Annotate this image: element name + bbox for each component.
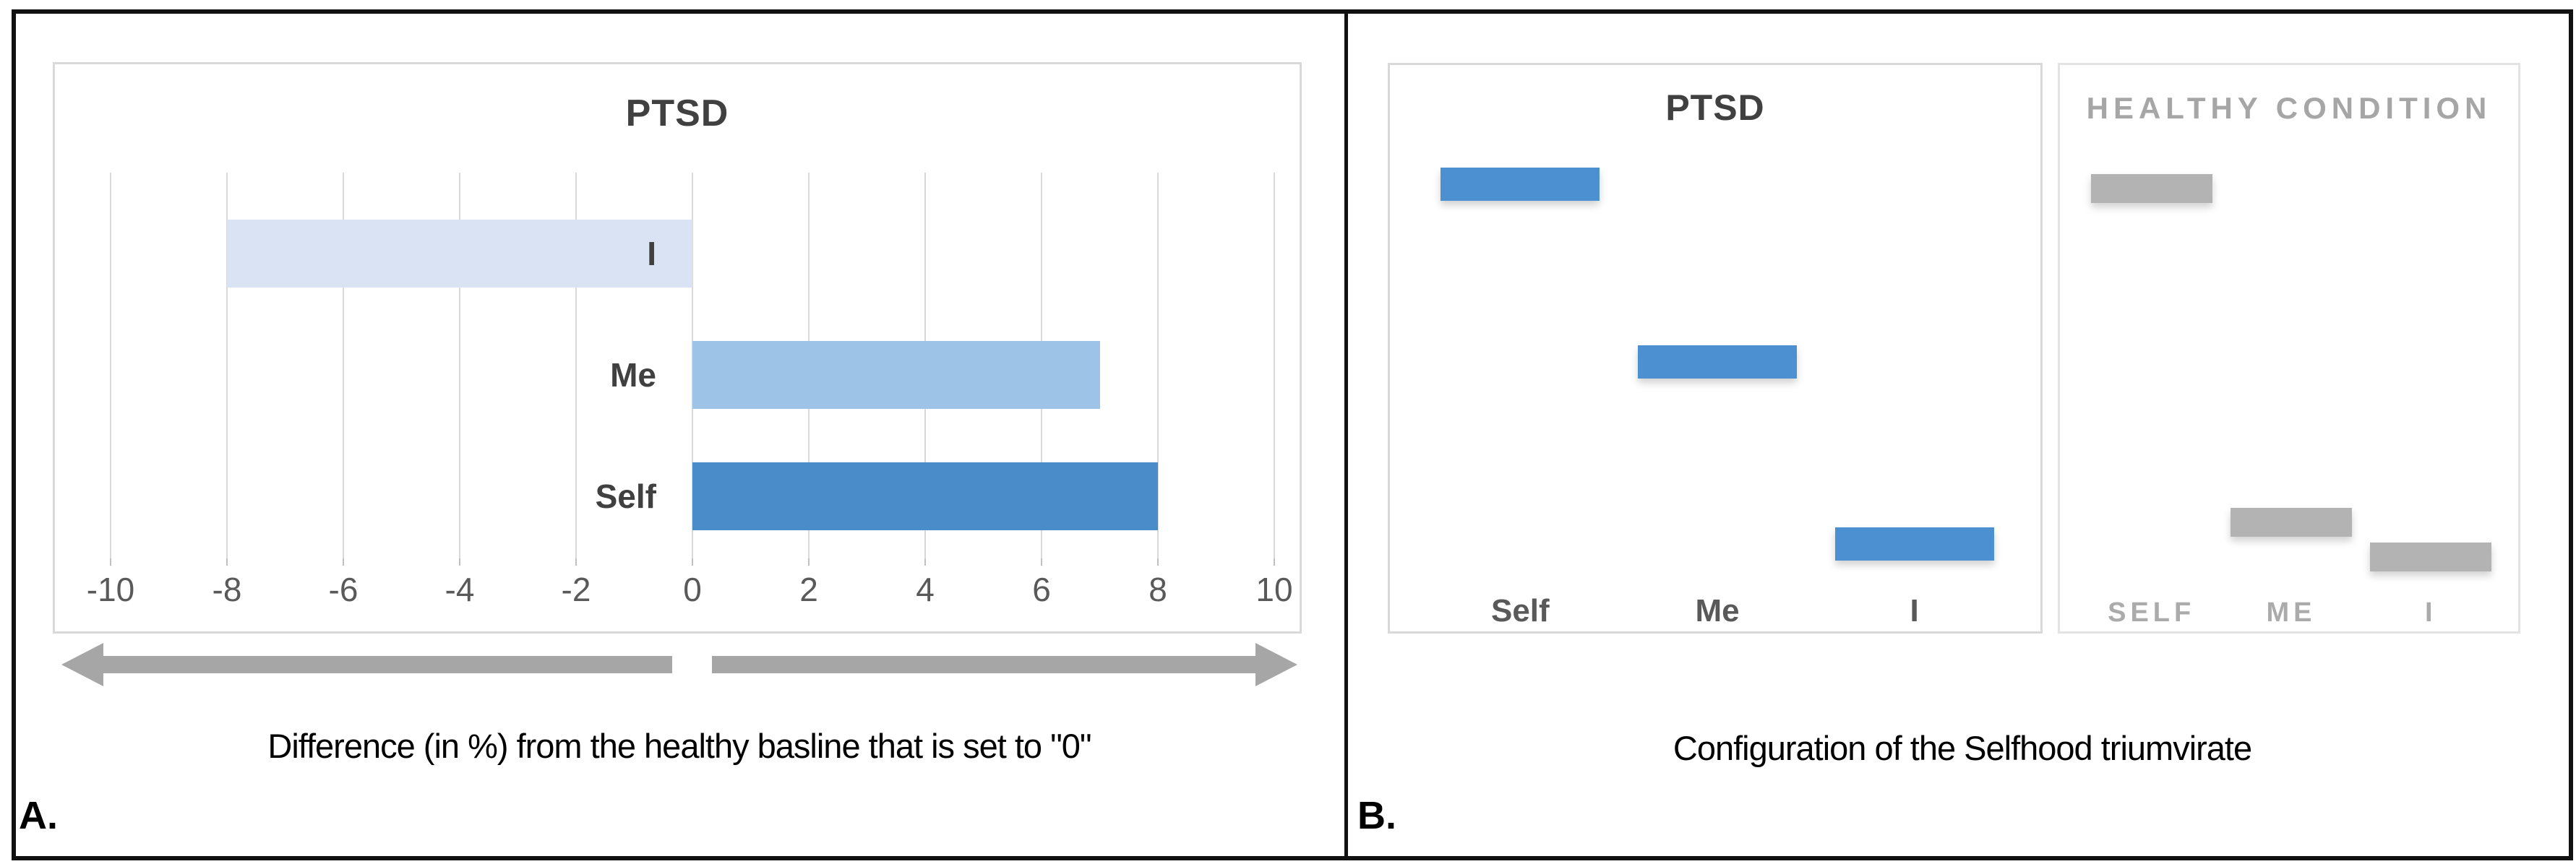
- axis-tick: [575, 558, 577, 566]
- panel-b-caption: Configuration of the Selfhood triumvirat…: [1673, 729, 2252, 767]
- axis-tick-label: -6: [328, 571, 359, 608]
- panel-a-label: A.: [19, 794, 58, 837]
- gridline: [1157, 173, 1159, 558]
- axis-tick: [692, 558, 693, 566]
- axis-tick-label: -4: [445, 571, 475, 608]
- axis-tick-label: 2: [799, 571, 818, 608]
- panel-b-healthy-plot-area: SELF ME I: [2060, 65, 2518, 631]
- gridline: [110, 173, 111, 558]
- axis-tick: [110, 558, 111, 566]
- axis-tick-label: -8: [212, 571, 242, 608]
- panel-a-chart-title: PTSD: [625, 92, 729, 134]
- level-label-me: Me: [1695, 593, 1740, 628]
- category-label-i: I: [647, 235, 656, 272]
- level-label-i: I: [1910, 593, 1919, 628]
- axis-tick: [1157, 558, 1159, 566]
- arrow-left-icon: [61, 643, 103, 686]
- level-bar-me: [2231, 508, 2352, 537]
- level-bar-self: [2090, 174, 2212, 203]
- level-label-self: SELF: [2108, 597, 2196, 628]
- axis-tick-label: -2: [561, 571, 591, 608]
- gridline: [343, 173, 344, 558]
- panel-divider-line: [1344, 9, 1348, 856]
- axis-tick-label: 8: [1149, 571, 1167, 608]
- panel-b-healthy-chart: HEALTHY CONDITION SELF ME I: [2058, 63, 2520, 634]
- category-label-self: Self: [595, 478, 656, 515]
- panel-b-ptsd-title: PTSD: [1665, 87, 1765, 128]
- level-label-self: Self: [1490, 593, 1550, 628]
- axis-tick-label: 0: [683, 571, 702, 608]
- level-label-me: ME: [2266, 597, 2317, 628]
- axis-tick: [459, 558, 460, 566]
- axis-tick: [808, 558, 810, 566]
- level-label-i: I: [2425, 597, 2437, 628]
- panel-a-plot-area: -10 -8 -6 -4 -2 0 2 4 6 8 10 I Me Self: [55, 64, 1300, 631]
- level-bar-i: [1834, 527, 1994, 561]
- bar-me: [692, 341, 1100, 409]
- axis-tick: [343, 558, 344, 566]
- axis-tick-label: -10: [86, 571, 135, 608]
- category-label-me: Me: [610, 356, 656, 394]
- level-bar-me: [1638, 345, 1797, 379]
- panel-b-ptsd-plot-area: Self Me I: [1390, 65, 2040, 631]
- baseline-arrow-shaft-right: [712, 656, 1255, 673]
- gridline: [575, 173, 577, 558]
- panel-a-caption: Difference (in %) from the healthy basli…: [267, 727, 1091, 765]
- arrow-right-icon: [1255, 643, 1297, 686]
- axis-tick: [924, 558, 926, 566]
- axis-tick-label: 4: [916, 571, 935, 608]
- panel-b-healthy-title: HEALTHY CONDITION: [2086, 91, 2492, 125]
- axis-tick: [1041, 558, 1042, 566]
- baseline-arrow-shaft-left: [102, 656, 672, 673]
- axis-tick: [1274, 558, 1275, 566]
- panel-b-ptsd-chart: PTSD Self Me I: [1388, 63, 2043, 634]
- level-bar-i: [2370, 543, 2492, 571]
- level-bar-self: [1441, 168, 1600, 201]
- gridline: [1274, 173, 1275, 558]
- gridline: [226, 173, 228, 558]
- panel-b-label: B.: [1357, 794, 1396, 837]
- panel-a-chart: PTSD -10 -8 -6 -4 -2 0 2 4 6 8 10 I Me Self: [53, 62, 1302, 634]
- axis-tick: [226, 558, 228, 566]
- axis-tick-label: 10: [1255, 571, 1293, 608]
- gridline: [459, 173, 460, 558]
- bar-self: [692, 462, 1158, 530]
- bar-i: [227, 220, 692, 288]
- axis-tick-label: 6: [1032, 571, 1051, 608]
